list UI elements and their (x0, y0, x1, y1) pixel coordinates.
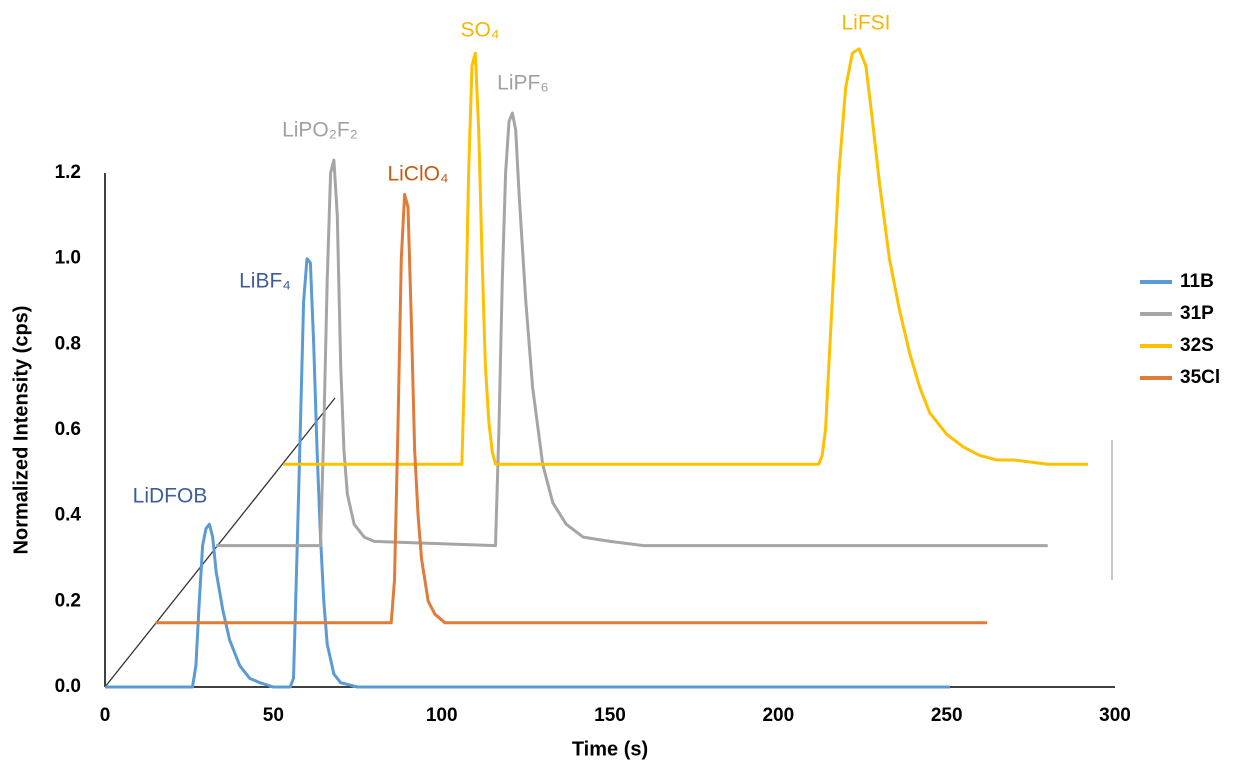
series-line (283, 47, 1089, 466)
legend-label: 11B (1180, 271, 1214, 292)
x-axis-title: Time (s) (572, 738, 648, 760)
legend-label: 32S (1180, 335, 1214, 356)
y-tick-label: 0.2 (55, 590, 81, 611)
y-tick-label: 1.0 (55, 248, 81, 269)
y-tick-label: 0.0 (55, 676, 81, 697)
annotation: LiPF₆ (497, 72, 549, 95)
series-line (216, 111, 1048, 548)
x-tick-label: 50 (263, 705, 284, 726)
y-tick-label: 1.2 (55, 162, 81, 183)
annotation: LiClO₄ (387, 163, 448, 186)
annotation: LiBF₄ (239, 270, 291, 293)
series-line (155, 192, 988, 625)
x-tick-label: 200 (762, 705, 794, 726)
legend-label: 35Cl (1180, 367, 1220, 388)
annotation: SO₄ (461, 19, 500, 42)
x-tick-label: 0 (100, 705, 111, 726)
legend-label: 31P (1180, 303, 1214, 324)
y-tick-label: 0.4 (55, 505, 82, 526)
annotation: LiDFOB (133, 485, 208, 508)
annotation: LiFSI (841, 12, 890, 35)
y-tick-label: 0.8 (55, 333, 81, 354)
x-tick-label: 100 (426, 705, 458, 726)
series-line (105, 257, 950, 689)
x-tick-label: 300 (1099, 705, 1131, 726)
perspective-line (104, 397, 336, 688)
x-tick-label: 150 (594, 705, 626, 726)
y-axis-title: Normalized Intensity (cps) (10, 306, 32, 555)
x-tick-label: 250 (931, 705, 963, 726)
annotation: LiPO₂F₂ (282, 119, 358, 142)
y-tick-label: 0.6 (55, 419, 81, 440)
